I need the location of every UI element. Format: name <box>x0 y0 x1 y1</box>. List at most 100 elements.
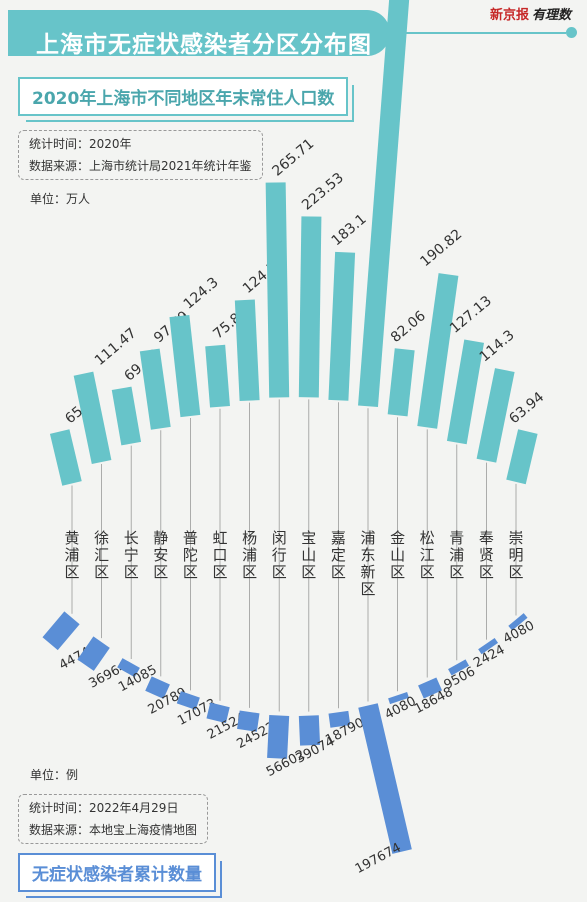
infection-bar <box>388 692 409 705</box>
district-name-char: 新 <box>361 563 376 581</box>
district-name-char: 区 <box>420 563 435 581</box>
infection-bar <box>418 677 443 699</box>
population-value-label: 82.06 <box>388 308 429 346</box>
district-name-char: 宝 <box>301 529 316 547</box>
infection-bar <box>508 613 528 631</box>
district-name-char: 区 <box>65 563 80 581</box>
district-name-char: 东 <box>361 546 376 564</box>
district-name-char: 闵 <box>272 529 287 547</box>
population-value-label: 223.53 <box>299 170 347 214</box>
district-name-char: 浦 <box>361 529 376 547</box>
infection-bar <box>42 611 80 651</box>
district-name-char: 区 <box>272 563 287 581</box>
district-name-char: 区 <box>361 580 376 598</box>
district-name-char: 浦 <box>65 546 80 564</box>
district-name-char: 区 <box>124 563 139 581</box>
district-name-char: 山 <box>390 546 405 564</box>
population-value-label: 183.1 <box>329 211 370 249</box>
population-bar <box>265 182 290 398</box>
district-name-char: 汇 <box>94 546 109 564</box>
district-name-char: 徐 <box>94 529 109 547</box>
district-name-char: 贤 <box>479 546 494 564</box>
district-name-char: 区 <box>509 563 524 581</box>
district-name-char: 嘉 <box>331 529 346 547</box>
infections-subtitle: 无症状感染者累计数量 <box>18 853 222 898</box>
population-subtitle: 2020年上海市不同地区年末常住人口数 <box>18 77 355 122</box>
population-value-label: 190.82 <box>417 226 465 270</box>
district-name-char: 松 <box>420 529 435 547</box>
district-name-char: 区 <box>94 563 109 581</box>
population-bar <box>328 251 356 401</box>
infection-bar <box>267 715 290 759</box>
infection-bar <box>478 637 499 655</box>
district-name-char: 山 <box>301 546 316 564</box>
district-name-char: 安 <box>153 546 168 564</box>
population-bar <box>417 273 459 429</box>
infection-bar <box>298 715 321 746</box>
infections-stat-time: 统计时间：2022年4月29日 <box>29 801 179 815</box>
infection-bar <box>328 710 351 728</box>
infections-unit: 单位：例 <box>30 768 79 782</box>
population-bar <box>169 314 201 418</box>
population-bar <box>506 429 538 485</box>
district-name-char: 虹 <box>213 529 228 547</box>
district-name-char: 崇 <box>509 529 524 547</box>
infection-bar <box>448 659 470 676</box>
population-bar <box>205 344 230 408</box>
district-name-char: 区 <box>390 563 405 581</box>
logo: 新京报 有理数 <box>490 4 571 23</box>
population-info-box: 统计时间：2020年 数据来源：上海市统计局2021年统计年鉴 <box>18 130 263 180</box>
infection-bar <box>358 703 412 854</box>
logo-part1: 新京报 <box>490 8 530 23</box>
page-title: 上海市无症状感染者分区分布图 <box>36 32 372 58</box>
infections-source: 数据来源：本地宝上海疫情地图 <box>29 823 198 837</box>
title-line <box>390 32 566 34</box>
population-bar <box>111 386 142 446</box>
district-name-char: 区 <box>213 563 228 581</box>
infection-bar <box>206 702 230 724</box>
population-bar <box>476 368 515 463</box>
district-name-char: 奉 <box>479 529 494 547</box>
district-name-char: 长 <box>124 529 139 547</box>
population-bar <box>139 348 171 430</box>
district-name-char: 普 <box>183 529 198 547</box>
population-value-label: 63.94 <box>506 389 547 427</box>
district-name-char: 陀 <box>183 546 198 564</box>
population-bar <box>234 299 260 402</box>
district-name-char: 区 <box>449 563 464 581</box>
population-bar <box>49 429 82 486</box>
district-name-char: 江 <box>420 546 435 564</box>
logo-part2: 有理数 <box>532 8 572 23</box>
infection-value-label: 197674 <box>353 840 404 877</box>
district-name-char: 区 <box>153 563 168 581</box>
title-bar: 上海市无症状感染者分区分布图 <box>8 10 390 58</box>
district-name-char: 浦 <box>449 546 464 564</box>
district-name-char: 区 <box>301 563 316 581</box>
infection-bar <box>176 691 200 710</box>
infection-bar <box>145 676 170 699</box>
population-unit: 单位：万人 <box>30 192 91 206</box>
district-name-char: 金 <box>390 529 405 547</box>
district-name-char: 黄 <box>65 529 80 547</box>
district-name-char: 区 <box>479 563 494 581</box>
district-name-char: 青 <box>449 529 464 547</box>
infection-bar <box>117 658 140 678</box>
population-bar <box>73 371 112 465</box>
infection-bar <box>77 636 110 671</box>
district-name-char: 宁 <box>124 546 139 564</box>
district-name-char: 区 <box>183 563 198 581</box>
title-dot <box>566 27 577 38</box>
district-name-char: 口 <box>213 546 228 564</box>
district-name-char: 明 <box>509 546 524 564</box>
district-name-char: 行 <box>272 546 287 564</box>
population-bar <box>298 216 322 398</box>
infections-info-box: 统计时间：2022年4月29日 数据来源：本地宝上海疫情地图 <box>18 794 209 844</box>
population-source: 数据来源：上海市统计局2021年统计年鉴 <box>29 159 252 173</box>
population-value-label: 265.71 <box>269 136 317 180</box>
population-bar <box>446 339 485 445</box>
district-name-char: 浦 <box>242 546 257 564</box>
population-bar <box>358 0 414 408</box>
district-name-char: 杨 <box>242 529 257 547</box>
district-name-char: 区 <box>331 563 346 581</box>
